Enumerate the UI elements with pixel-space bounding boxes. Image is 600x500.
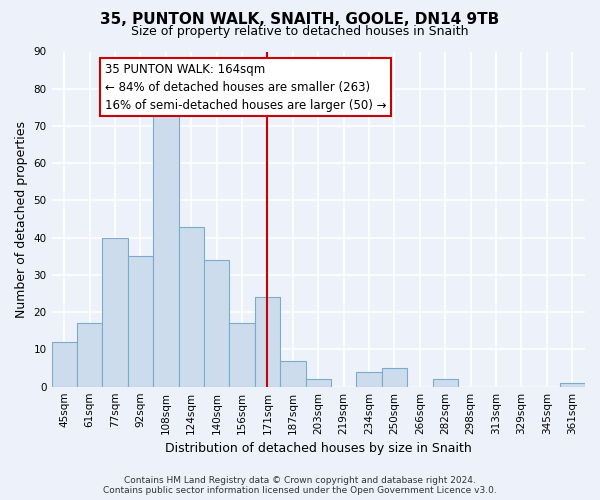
Bar	[305, 379, 331, 386]
Text: 35, PUNTON WALK, SNAITH, GOOLE, DN14 9TB: 35, PUNTON WALK, SNAITH, GOOLE, DN14 9TB	[100, 12, 500, 28]
Bar	[103, 238, 128, 386]
Bar	[280, 360, 305, 386]
X-axis label: Distribution of detached houses by size in Snaith: Distribution of detached houses by size …	[165, 442, 472, 455]
Bar	[255, 298, 280, 386]
Text: 35 PUNTON WALK: 164sqm
← 84% of detached houses are smaller (263)
16% of semi-de: 35 PUNTON WALK: 164sqm ← 84% of detached…	[105, 62, 386, 112]
Bar	[128, 256, 153, 386]
Bar	[229, 324, 255, 386]
Text: Contains HM Land Registry data © Crown copyright and database right 2024.
Contai: Contains HM Land Registry data © Crown c…	[103, 476, 497, 495]
Bar	[560, 383, 585, 386]
Text: Size of property relative to detached houses in Snaith: Size of property relative to detached ho…	[131, 25, 469, 38]
Bar	[179, 226, 204, 386]
Bar	[153, 111, 179, 386]
Bar	[356, 372, 382, 386]
Bar	[433, 379, 458, 386]
Bar	[382, 368, 407, 386]
Bar	[204, 260, 229, 386]
Y-axis label: Number of detached properties: Number of detached properties	[15, 120, 28, 318]
Bar	[52, 342, 77, 386]
Bar	[77, 324, 103, 386]
